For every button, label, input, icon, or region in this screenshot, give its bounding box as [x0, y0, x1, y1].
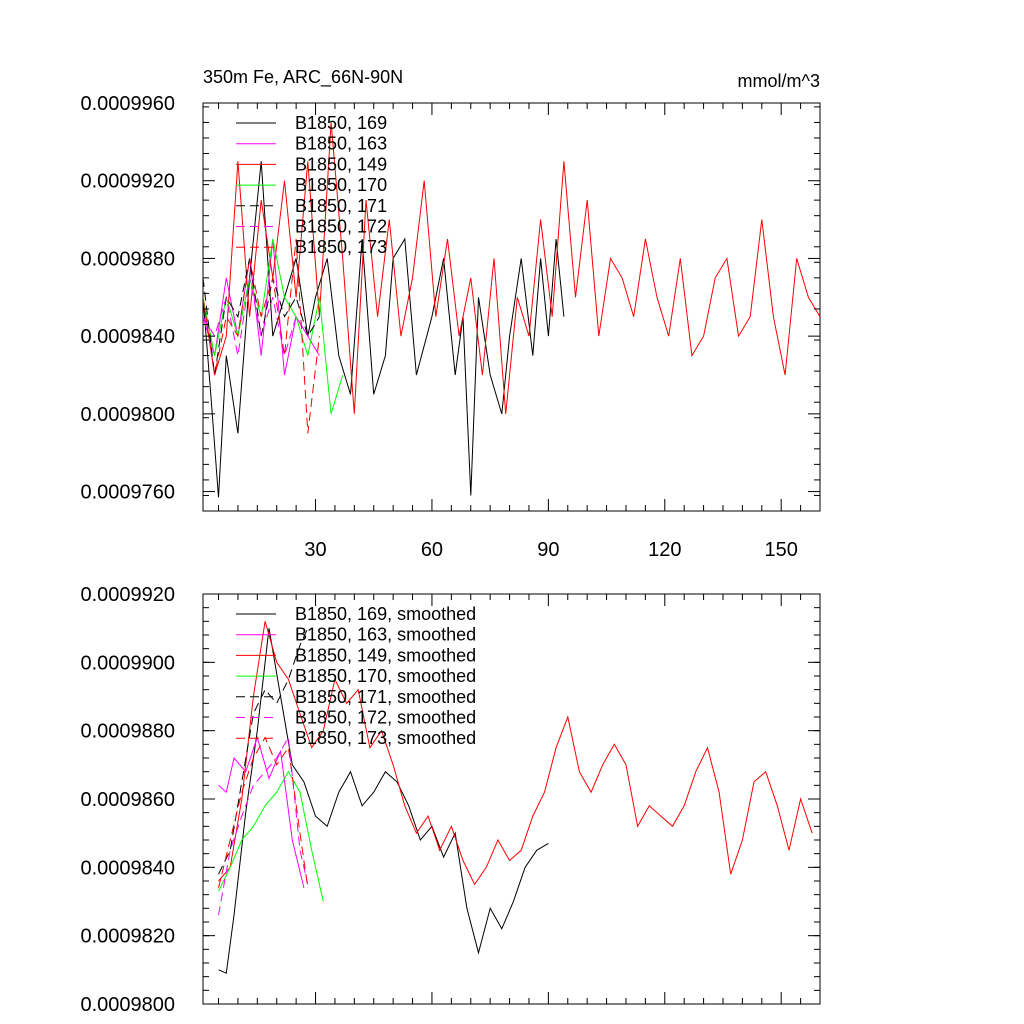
- y-tick-label: 0.0009820: [80, 926, 175, 948]
- series-line-b1850-173: [203, 238, 320, 434]
- y-tick-label: 0.0009800: [80, 404, 175, 426]
- legend-label: B1850, 172, smoothed: [295, 708, 476, 728]
- y-tick-label: 0.0009880: [80, 721, 175, 743]
- y-tick-label: 0.0009880: [80, 248, 175, 270]
- series-line-b1850-172: [203, 277, 309, 356]
- legend-label: B1850, 170: [295, 175, 387, 195]
- chart-title-left: 350m Fe, ARC_66N-90N: [203, 67, 403, 88]
- y-tick-label: 0.0009840: [80, 857, 175, 879]
- series-line-b1850-169-smoothed: [218, 628, 549, 974]
- legend-label: B1850, 163: [295, 134, 387, 154]
- legend-label: B1850, 173, smoothed: [295, 728, 476, 748]
- x-tick-label: 150: [765, 539, 798, 561]
- y-tick-label: 0.0009860: [80, 789, 175, 811]
- legend-label: B1850, 169: [295, 113, 387, 133]
- series-line-b1850-149-smoothed: [218, 621, 813, 886]
- series-line-b1850-173-smoothed: [218, 736, 309, 888]
- chart-title-right: mmol/m^3: [738, 71, 820, 91]
- legend-label: B1850, 169, smoothed: [295, 604, 476, 624]
- x-tick-label: 120: [648, 539, 681, 561]
- legend-label: B1850, 149: [295, 154, 387, 174]
- series-line-b1850-172-smoothed: [218, 735, 309, 916]
- x-tick-label: 30: [304, 539, 326, 561]
- series-layer: [203, 122, 820, 498]
- series-layer: [218, 621, 813, 974]
- y-tick-label: 0.0009920: [80, 584, 175, 606]
- legend-label: B1850, 171, smoothed: [295, 687, 476, 707]
- legend-label: B1850, 163, smoothed: [295, 625, 476, 645]
- axis-ticks: 0.0009800 0.0009820 0.0009840 0.0009860 0.00…: [80, 584, 821, 1016]
- chart-panel-top: 350m Fe, ARC_66N-90N mmol/m^3 0.00097600…: [80, 67, 821, 561]
- series-line-b1850-171-smoothed: [218, 627, 309, 875]
- y-tick-label: 0.0009920: [80, 171, 175, 193]
- series-line-b1850-169: [203, 161, 565, 498]
- series-line-b1850-149: [203, 122, 820, 414]
- y-tick-label: 0.0009960: [80, 93, 175, 115]
- legend-label: B1850, 171: [295, 196, 387, 216]
- y-tick-label: 0.0009800: [80, 994, 175, 1016]
- axis-ticks: 0.0009760 0.0009800 0.0009840 0.0009880 0.00…: [80, 93, 821, 561]
- series-line-b1850-163-smoothed: [218, 735, 305, 888]
- x-tick-label: 60: [421, 539, 443, 561]
- legend-label: B1850, 170, smoothed: [295, 666, 476, 686]
- x-tick-label: 90: [537, 539, 559, 561]
- y-tick-label: 0.0009840: [80, 326, 175, 348]
- legend-label: B1850, 173: [295, 237, 387, 257]
- legend-label: B1850, 149, smoothed: [295, 645, 476, 665]
- y-tick-label: 0.0009760: [80, 482, 175, 504]
- legend-label: B1850, 172: [295, 217, 387, 237]
- plot-frame: [202, 102, 821, 512]
- chart-panel-bottom: 0.0009800 0.0009820 0.0009840 0.0009860 0.00…: [80, 584, 821, 1016]
- y-tick-label: 0.0009900: [80, 652, 175, 674]
- series-line-b1850-170-smoothed: [218, 770, 324, 902]
